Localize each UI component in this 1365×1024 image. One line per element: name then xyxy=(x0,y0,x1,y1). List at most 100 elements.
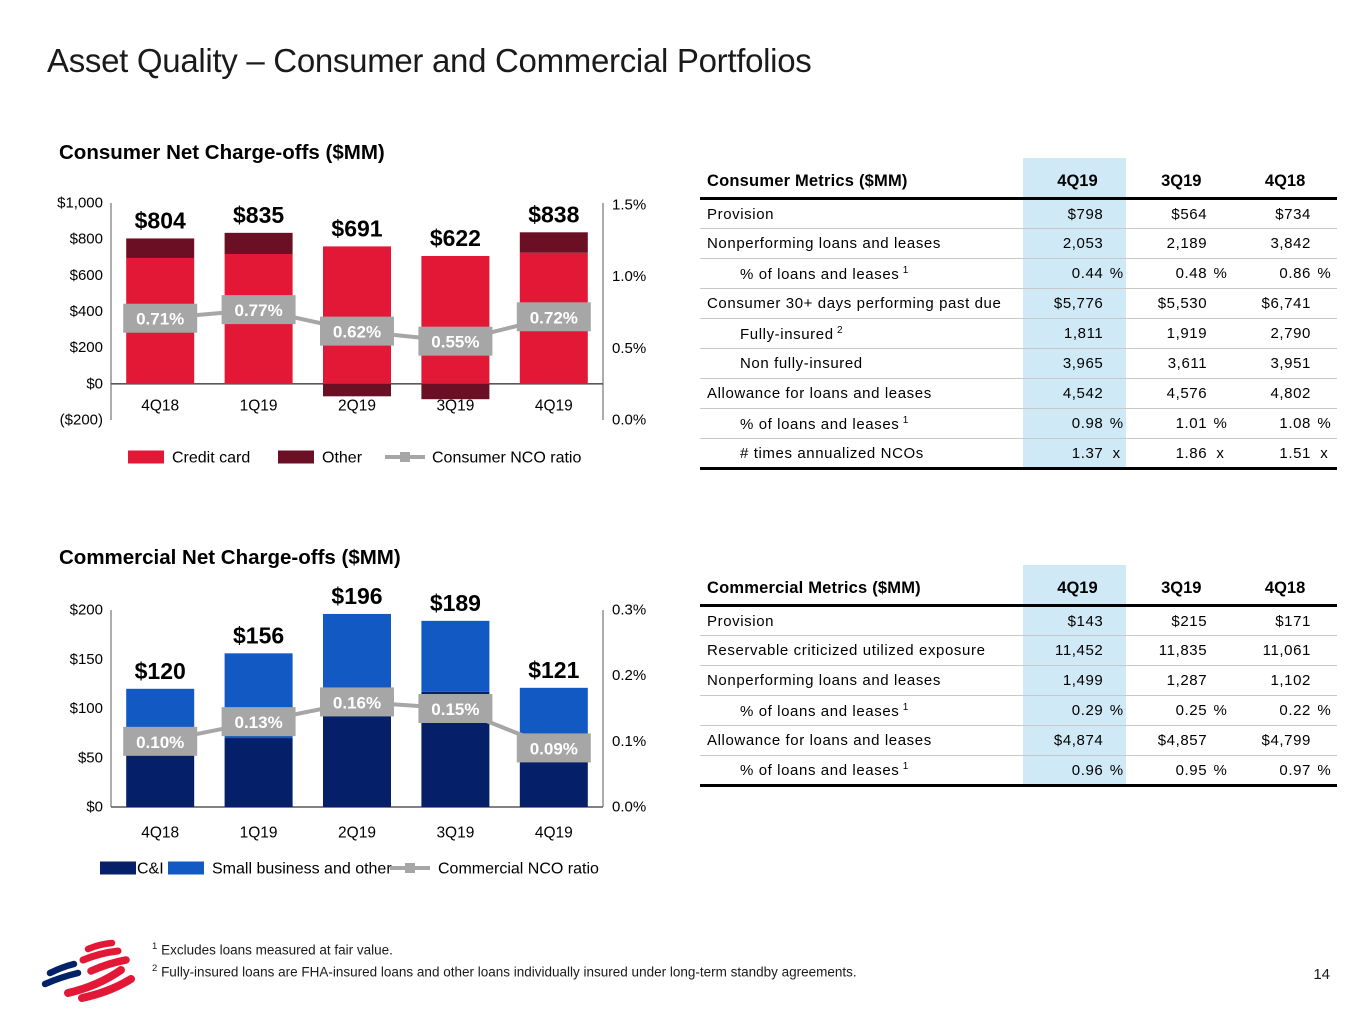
table-title: Commercial Metrics ($MM) xyxy=(707,579,921,597)
table-title: Consumer Metrics ($MM) xyxy=(707,172,908,190)
svg-text:0.10%: 0.10% xyxy=(136,733,184,752)
legend: Credit card Other Consumer NCO ratio xyxy=(128,450,581,467)
table-row: Provision $143 $215 $171 xyxy=(700,606,1337,636)
svg-text:$156: $156 xyxy=(233,622,284,648)
highlight-column-4q19 xyxy=(1023,565,1126,787)
cell-value: 0.96% xyxy=(1071,761,1124,779)
cell-value: 11,835 xyxy=(1158,642,1208,659)
table-row: % of loans and leases 1 0.98% 1.01% 1.08% xyxy=(700,408,1337,439)
cell-value: 11,061 xyxy=(1262,642,1311,659)
cell-value: $215 xyxy=(1171,612,1208,630)
svg-text:$838: $838 xyxy=(528,201,579,227)
cell-value: 1.51 x xyxy=(1279,444,1328,462)
svg-text:$121: $121 xyxy=(528,657,579,683)
bar-segment-credit-card xyxy=(323,246,391,384)
svg-text:0.3%: 0.3% xyxy=(612,602,646,619)
cell-value: 1,102 xyxy=(1270,672,1311,689)
svg-text:$189: $189 xyxy=(430,590,481,616)
bar-segment-other xyxy=(224,232,293,254)
footnotes: 1 Excludes loans measured at fair value.… xyxy=(152,938,857,981)
cell-value: $171 xyxy=(1275,612,1311,630)
cell-value: 1,287 xyxy=(1166,672,1208,689)
svg-text:0.1%: 0.1% xyxy=(612,733,646,750)
svg-text:$196: $196 xyxy=(331,583,382,609)
bar-segment-credit-card xyxy=(421,255,490,384)
svg-text:$800: $800 xyxy=(70,231,103,248)
row-label: Non fully-insured xyxy=(740,355,863,372)
legend-line-marker xyxy=(400,452,410,462)
table-row: Nonperforming loans and leases 2,053 2,189… xyxy=(700,228,1337,259)
footnote-1: 1 Excludes loans measured at fair value. xyxy=(152,938,857,960)
svg-text:0.16%: 0.16% xyxy=(333,693,381,712)
svg-text:$200: $200 xyxy=(70,339,103,356)
svg-text:1.5%: 1.5% xyxy=(612,197,646,214)
table-header-row: Commercial Metrics ($MM) 4Q19 3Q19 4Q18 xyxy=(700,573,1337,606)
row-label: % of loans and leases 1 xyxy=(740,264,909,283)
svg-text:0.71%: 0.71% xyxy=(136,310,184,329)
svg-text:2Q19: 2Q19 xyxy=(338,398,376,415)
ratio-labels: 0.10% 0.13% 0.16% 0.15% 0.09% xyxy=(123,687,591,763)
row-label: # times annualized NCOs xyxy=(740,444,924,462)
bar-segment-c-i xyxy=(519,759,588,807)
column-header-3q19: 3Q19 xyxy=(1161,579,1202,597)
page-title: Asset Quality – Consumer and Commercial … xyxy=(47,42,812,79)
left-axis-ticks: $1,000 $800 $600 $400 $200 $0 ($200) xyxy=(57,195,103,429)
cell-value: $5,530 xyxy=(1157,295,1208,312)
cell-value: 1.86 x xyxy=(1175,444,1224,462)
footnote-1-text: Excludes loans measured at fair value. xyxy=(161,942,393,958)
svg-text:0.15%: 0.15% xyxy=(431,700,479,719)
column-header-3q19: 3Q19 xyxy=(1161,172,1202,190)
commercial-chart-title: Commercial Net Charge-offs ($MM) xyxy=(59,546,401,569)
column-header-4q19: 4Q19 xyxy=(1057,172,1098,190)
svg-text:0.5%: 0.5% xyxy=(612,340,646,357)
cell-value: 3,611 xyxy=(1167,355,1208,372)
svg-text:$100: $100 xyxy=(70,700,103,717)
commercial-nco-chart: $200$150$100$50$00.3%0.2%0.1%0.0%0.10%0.… xyxy=(70,583,647,878)
left-axis-ticks: $200 $150 $100 $50 $0 xyxy=(70,602,103,816)
cell-value: $143 xyxy=(1067,612,1104,630)
row-label: Consumer 30+ days performing past due xyxy=(707,295,1002,312)
bar-segment-c-i xyxy=(224,738,293,807)
ratio-labels: 0.71% 0.77% 0.62% 0.55% 0.72% xyxy=(123,295,591,356)
svg-text:4Q19: 4Q19 xyxy=(535,398,573,415)
consumer-nco-chart: $1,000 $800 $600 $400 $200 $0 ($200) 1.5% 1.0% 0.… xyxy=(57,195,646,467)
footnote-2-sup: 2 xyxy=(152,962,158,974)
row-label: Provision xyxy=(707,612,775,630)
row-label: Provision xyxy=(707,205,775,223)
footnote-1-sup: 1 xyxy=(152,941,158,952)
column-header-4q18: 4Q18 xyxy=(1264,579,1306,597)
row-label: Nonperforming loans and leases xyxy=(707,235,941,252)
svg-text:1Q19: 1Q19 xyxy=(240,825,278,842)
cell-value: 1.08% xyxy=(1279,415,1331,432)
svg-text:Small business and other: Small business and other xyxy=(212,861,392,878)
table-row: % of loans and leases 1 0.44% 0.48% 0.86% xyxy=(700,258,1337,289)
svg-text:$150: $150 xyxy=(70,651,103,668)
x-axis-labels: 4Q18 1Q19 2Q19 3Q19 4Q19 xyxy=(141,825,573,842)
metrics-table: Consumer Metrics ($MM) 4Q19 3Q19 4Q18 Provis… xyxy=(700,166,1337,470)
svg-text:Credit card: Credit card xyxy=(172,450,250,467)
svg-text:0.0%: 0.0% xyxy=(612,412,646,429)
cell-value: 4,802 xyxy=(1270,385,1311,402)
cell-value: $4,874 xyxy=(1053,732,1104,749)
cell-value: 2,053 xyxy=(1062,235,1104,252)
cell-value: 3,842 xyxy=(1270,235,1311,252)
commercial-metrics-table: Commercial Metrics ($MM) 4Q19 3Q19 4Q18 Prov… xyxy=(700,565,1340,787)
cell-value: 1,811 xyxy=(1063,325,1104,342)
row-label: Allowance for loans and leases xyxy=(707,385,932,402)
svg-text:Other: Other xyxy=(322,450,363,467)
svg-text:$804: $804 xyxy=(135,207,186,233)
x-axis-labels: 4Q18 1Q19 2Q19 3Q19 4Q19 xyxy=(141,398,573,415)
consumer-metrics-table: Consumer Metrics ($MM) 4Q19 3Q19 4Q18 Provis… xyxy=(700,158,1340,470)
metrics-table: Commercial Metrics ($MM) 4Q19 3Q19 4Q18 Prov… xyxy=(700,573,1337,787)
bar-segment-c-i xyxy=(126,751,195,807)
svg-text:C&I: C&I xyxy=(137,861,164,878)
table-row: Fully-insured 2 1,811 1,919 2,790 xyxy=(700,318,1337,349)
svg-text:Consumer NCO ratio: Consumer NCO ratio xyxy=(432,450,581,467)
cell-value: $564 xyxy=(1171,205,1208,223)
table-row: Reservable criticized utilized exposure 1… xyxy=(700,635,1337,666)
table-row: Nonperforming loans and leases 1,499 1,287… xyxy=(700,665,1337,696)
legend: C&I Small business and other Commercial NC… xyxy=(100,861,599,878)
cell-value: 0.48% xyxy=(1175,265,1227,282)
table-row: % of loans and leases 1 0.29% 0.25% 0.22% xyxy=(700,695,1337,726)
svg-text:4Q19: 4Q19 xyxy=(535,825,573,842)
